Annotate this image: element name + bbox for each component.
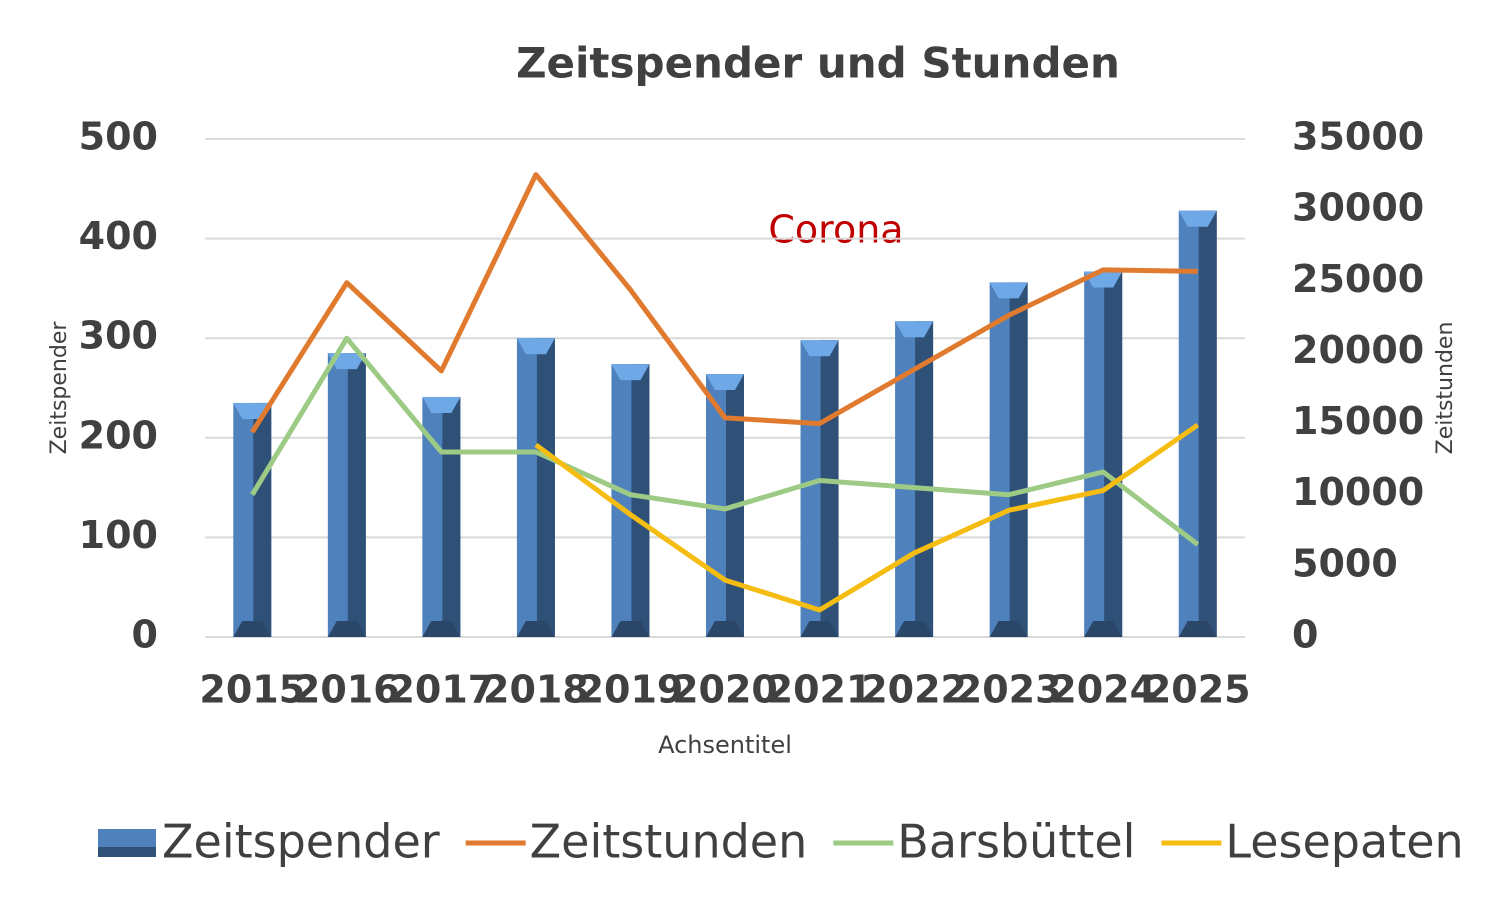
x-tick-label: 2017 bbox=[388, 668, 494, 712]
bar bbox=[516, 338, 555, 637]
line bbox=[250, 335, 1200, 547]
bar-top bbox=[611, 364, 650, 381]
x-tick-label: 2016 bbox=[294, 668, 400, 712]
bar-bottom bbox=[1084, 621, 1123, 637]
x-tick-label: 2023 bbox=[956, 668, 1062, 712]
bar bbox=[800, 340, 839, 637]
bar bbox=[989, 282, 1028, 637]
y2-axis-title: Zeitstunden bbox=[1433, 322, 1458, 455]
legend-swatch-shade bbox=[98, 847, 156, 857]
annotation: Corona bbox=[768, 208, 903, 252]
bar-bottom bbox=[516, 621, 555, 637]
bar-side bbox=[442, 396, 461, 637]
legend-item: Zeitspender bbox=[98, 815, 440, 869]
bar bbox=[327, 353, 366, 637]
x-tick-label: 2018 bbox=[483, 668, 589, 712]
y2-tick-label: 10000 bbox=[1292, 470, 1424, 514]
y2-tick-label: 25000 bbox=[1292, 257, 1424, 301]
y-tick-label: 0 bbox=[132, 613, 158, 657]
legend-item: Zeitstunden bbox=[465, 815, 808, 869]
bar-bottom bbox=[989, 621, 1028, 637]
x-tick-label: 2015 bbox=[199, 668, 305, 712]
bar-bottom bbox=[706, 621, 744, 637]
x-tick-label: 2021 bbox=[767, 668, 873, 712]
y2-tick-label: 30000 bbox=[1292, 186, 1424, 230]
bar bbox=[422, 396, 461, 637]
bar bbox=[233, 402, 272, 637]
bar-top bbox=[895, 321, 934, 338]
bar-side bbox=[1198, 210, 1217, 637]
bar-bottom bbox=[327, 621, 366, 637]
y2-tick-label: 5000 bbox=[1292, 541, 1398, 585]
legend-label: Lesepaten bbox=[1225, 815, 1463, 869]
bar-side bbox=[631, 364, 650, 637]
bar-top bbox=[422, 396, 461, 413]
x-tick-label: 2019 bbox=[578, 668, 684, 712]
bar bbox=[611, 364, 650, 637]
bar-bottom bbox=[611, 621, 650, 637]
bar-side bbox=[1104, 271, 1123, 637]
y-tick-label: 300 bbox=[79, 314, 158, 358]
y-tick-label: 400 bbox=[79, 214, 158, 258]
y-tick-label: 500 bbox=[79, 115, 158, 159]
bar-top bbox=[989, 282, 1028, 299]
bar-side bbox=[820, 340, 839, 637]
bar-top bbox=[800, 340, 839, 357]
bar-bottom bbox=[895, 621, 934, 637]
bar-top bbox=[1178, 210, 1217, 227]
legend-label: Zeitstunden bbox=[530, 815, 808, 869]
x-tick-label: 2020 bbox=[672, 668, 778, 712]
legend-item: Lesepaten bbox=[1161, 815, 1464, 869]
y-axis-title: Zeitspender bbox=[47, 321, 72, 455]
bar-side bbox=[536, 338, 555, 637]
bar-bottom bbox=[800, 621, 839, 637]
x-tick-label: 2022 bbox=[861, 668, 967, 712]
y-tick-label: 100 bbox=[79, 513, 158, 557]
bar-bottom bbox=[422, 621, 461, 637]
bar bbox=[1084, 271, 1123, 637]
y-tick-label: 200 bbox=[79, 413, 158, 457]
bar-side bbox=[915, 321, 934, 637]
line bbox=[250, 172, 1198, 434]
bar-side bbox=[1009, 282, 1028, 637]
bar bbox=[1178, 210, 1217, 637]
y2-tick-label: 0 bbox=[1292, 613, 1318, 657]
line bbox=[534, 422, 1200, 613]
y2-tick-label: 35000 bbox=[1292, 115, 1424, 159]
bar-side bbox=[253, 402, 272, 637]
legend-label: Barsbüttel bbox=[897, 815, 1135, 869]
bar-top bbox=[706, 374, 744, 391]
x-axis-title: Achsentitel bbox=[658, 731, 792, 759]
bar-bottom bbox=[233, 621, 272, 637]
legend-label: Zeitspender bbox=[162, 815, 440, 869]
y2-tick-label: 20000 bbox=[1292, 328, 1424, 372]
x-tick-label: 2024 bbox=[1050, 668, 1156, 712]
chart-title: Zeitspender und Stunden bbox=[516, 39, 1120, 88]
bar-side bbox=[347, 353, 366, 637]
legend-item: Barsbüttel bbox=[833, 815, 1135, 869]
y2-tick-label: 15000 bbox=[1292, 399, 1424, 443]
bar-top bbox=[516, 338, 555, 355]
bar-bottom bbox=[1178, 621, 1217, 637]
x-tick-label: 2025 bbox=[1145, 668, 1251, 712]
